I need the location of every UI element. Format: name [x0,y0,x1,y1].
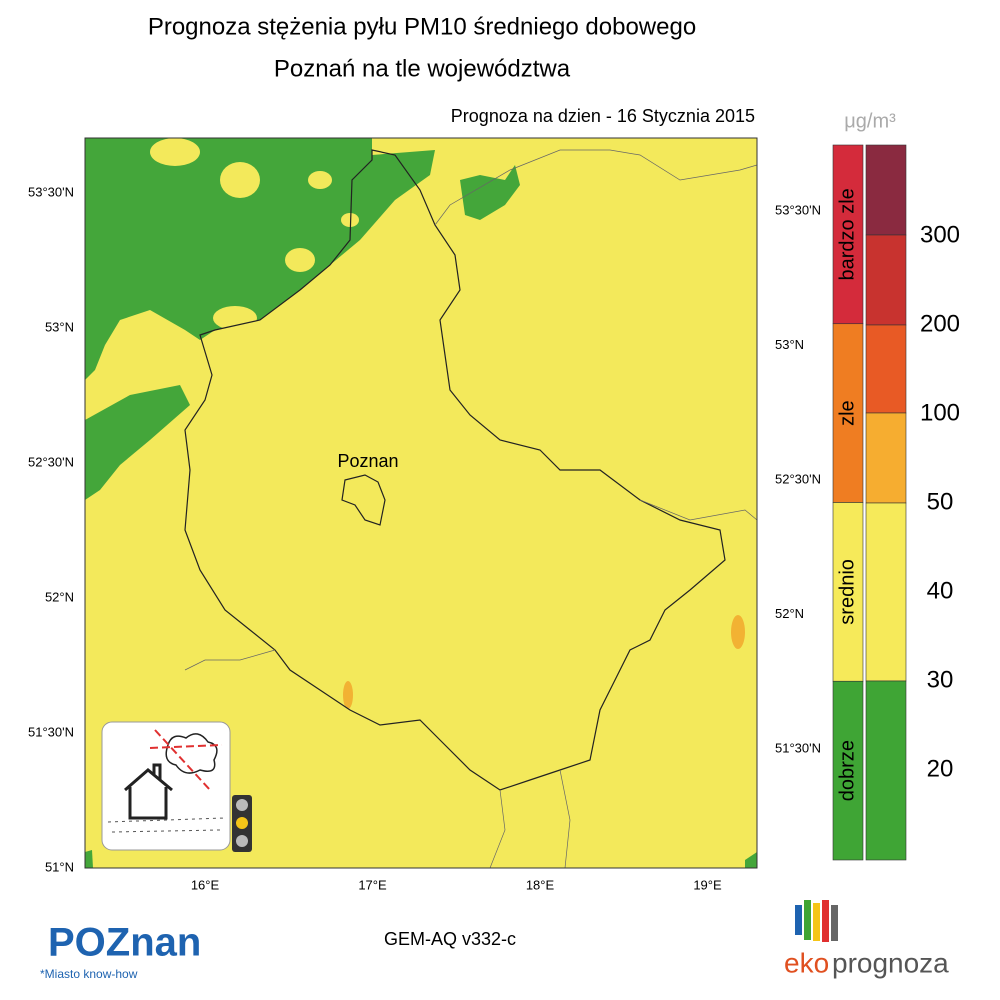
lon-label: 18°E [526,877,555,892]
legend-band [865,144,907,236]
legend-category [832,502,864,682]
lat-label: 52°N [45,589,74,604]
lat-label: 51°N [45,859,74,874]
legend-category-label: dobrze [836,740,858,801]
legend-category [832,323,864,503]
legend-threshold: 50 [927,488,954,515]
model-label: GEM-AQ v332-c [384,929,516,949]
green-zones [85,138,757,868]
orange-spot [731,615,745,649]
lat-label: 53°N [775,337,804,352]
prognoza-text: prognoza [832,947,949,978]
map-frame [84,137,758,869]
subtitle: Poznań na tle województwa [274,55,571,82]
yellow-holes [150,138,359,330]
legend-category-label: bardzo zle [836,188,858,280]
lat-label: 53°N [45,319,74,334]
eko-text: eko [784,947,829,978]
unit: μg/m³ [844,110,896,132]
lat-label: 51°30'N [28,724,74,739]
lat-label: 53°30'N [28,184,74,199]
lon-label: 16°E [191,877,220,892]
inset-icon [101,721,252,852]
legend-threshold: 300 [920,221,960,248]
legend-band [865,234,907,326]
legend-band [865,502,907,682]
map: Poznan 53°30'N 53°N 52°30'N 52°N 51°30'N 51°N… [28,137,821,892]
lat-label: 52°30'N [28,454,74,469]
lat-label: 51°30'N [775,740,821,755]
legend: bardzo zle zle srednio dobrze 300 200 100 50 40 3… [832,144,960,861]
city-label: Poznan [337,451,398,471]
legend-threshold: 30 [927,666,954,693]
legend-threshold: 100 [920,399,960,426]
legend-category-label: zle [836,400,858,426]
legend-threshold: 20 [927,755,954,782]
voivodeship-border [184,149,726,791]
lat-label: 52°30'N [775,471,821,486]
legend-threshold: 40 [927,577,954,604]
legend-category-label: srednio [836,559,858,625]
eko-logo-icon [795,900,838,942]
lon-label: 17°E [358,877,387,892]
lat-label: 53°30'N [775,202,821,217]
legend-band [865,324,907,414]
orange-spot [343,681,353,709]
city-border [341,474,386,526]
poznan-logo: POZnan [48,921,201,965]
legend-category [832,680,864,861]
lat-label: 52°N [775,606,804,621]
legend-band [865,680,907,861]
legend-band [865,412,907,504]
forecast-date: Prognoza na dzien - 16 Stycznia 2015 [451,106,755,126]
poznan-tagline: *Miasto know-how [40,967,138,981]
lon-label: 19°E [693,877,722,892]
title: Prognoza stężenia pyłu PM10 średniego do… [148,13,696,40]
legend-category [832,144,864,325]
axis-labels: 53°30'N 53°N 52°30'N 52°N 51°30'N 51°N 53°30'N… [28,184,821,892]
other-borders [184,149,758,869]
legend-threshold: 200 [920,310,960,337]
